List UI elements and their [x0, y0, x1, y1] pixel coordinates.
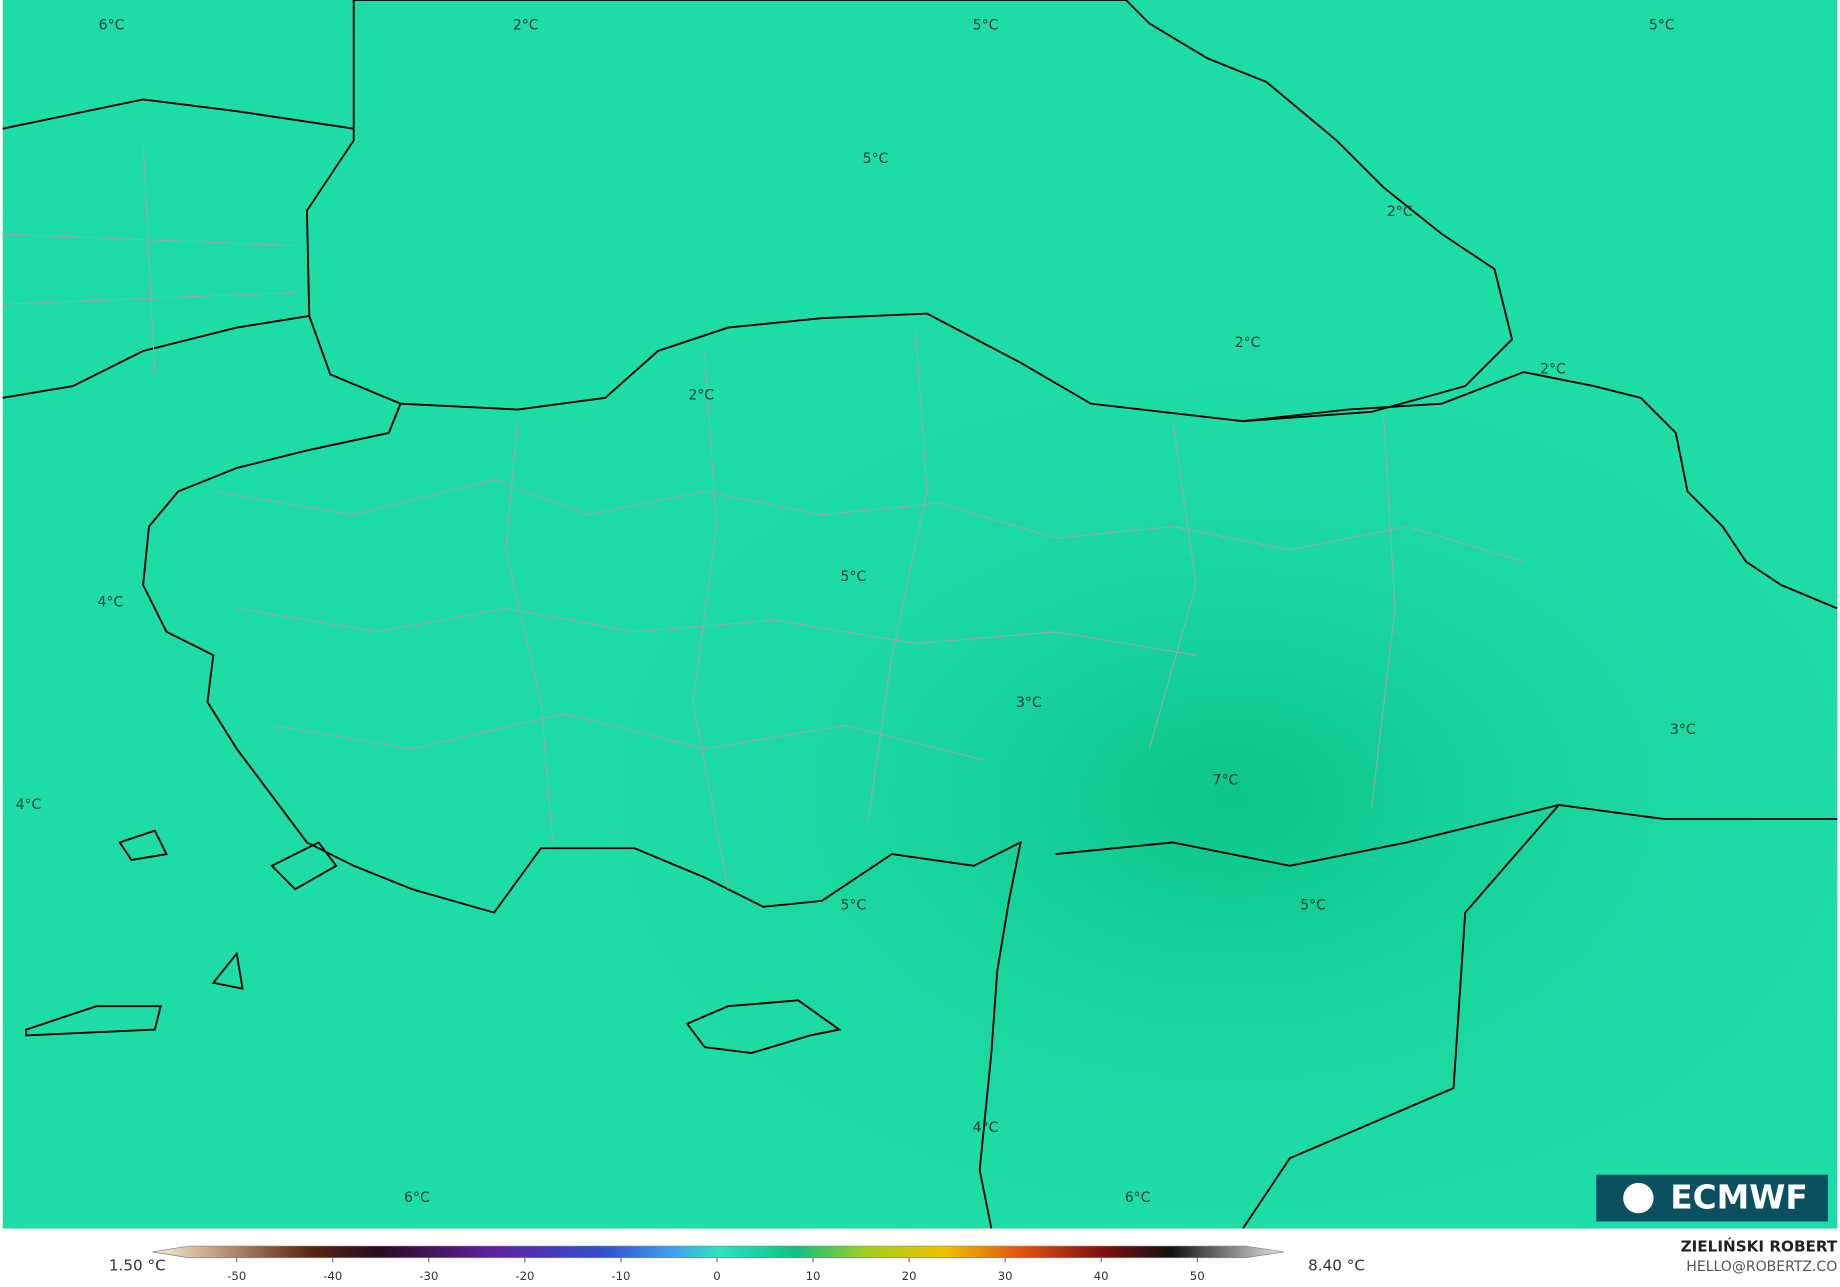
- contour-label: 6°C: [99, 18, 125, 34]
- contour-label: 7°C: [1213, 772, 1239, 788]
- contour-label: 4°C: [98, 595, 124, 611]
- logo-icon: [1623, 1182, 1654, 1214]
- contour-label: 5°C: [1649, 18, 1675, 34]
- contour-label: 4°C: [973, 1120, 999, 1136]
- contour-label: 6°C: [404, 1190, 430, 1206]
- contour-label: 5°C: [840, 569, 866, 585]
- contour-label: 5°C: [840, 898, 866, 914]
- cyprus: [685, 999, 842, 1054]
- colorbar-tick-label: -50: [227, 1269, 246, 1283]
- colorbar-tick-label: -20: [515, 1269, 534, 1283]
- contour-label: 2°C: [688, 387, 714, 403]
- colorbar-tick-label: -30: [419, 1269, 438, 1283]
- contour-label: 5°C: [1300, 898, 1326, 914]
- warm-zone: [2, 0, 1838, 1229]
- contour-label: 3°C: [1016, 695, 1042, 711]
- colorbar-tick-label: -10: [611, 1269, 630, 1283]
- islands: [25, 829, 338, 1037]
- contour-label: 2°C: [1540, 362, 1566, 378]
- author: ZIELIŃSKI ROBERT: [1681, 1237, 1838, 1256]
- colorbar-tick-label: -40: [323, 1269, 342, 1283]
- black-sea: [305, 0, 1514, 423]
- min-value: 1.50 °C: [109, 1256, 166, 1274]
- colorbar-tick-label: 10: [806, 1269, 821, 1283]
- colorbar-tick-label: 20: [902, 1269, 917, 1283]
- colorbar: [152, 1245, 1284, 1259]
- contour-label: 5°C: [863, 151, 889, 167]
- contour-label: 2°C: [1235, 335, 1261, 351]
- max-value: 8.40 °C: [1308, 1256, 1365, 1274]
- colorbar-tick-label: 50: [1190, 1269, 1205, 1283]
- contour-label: 3°C: [1670, 722, 1696, 738]
- colorbar-tick-label: 0: [713, 1269, 720, 1283]
- email: HELLO@ROBERTZ.CO: [1686, 1259, 1837, 1275]
- colorbar-tick-label: 30: [998, 1269, 1013, 1283]
- coastlines-borders: [2, 98, 1838, 1230]
- contour-label: 2°C: [1387, 204, 1413, 220]
- contour-label: 2°C: [513, 18, 539, 34]
- contour-label: 4°C: [16, 797, 42, 813]
- province-borders: [2, 140, 1524, 890]
- contour-label: 6°C: [1125, 1190, 1151, 1206]
- colorbar-tick-label: 40: [1094, 1269, 1109, 1283]
- contour-label: 5°C: [973, 18, 999, 34]
- logo-text: ECMWF: [1670, 1178, 1808, 1216]
